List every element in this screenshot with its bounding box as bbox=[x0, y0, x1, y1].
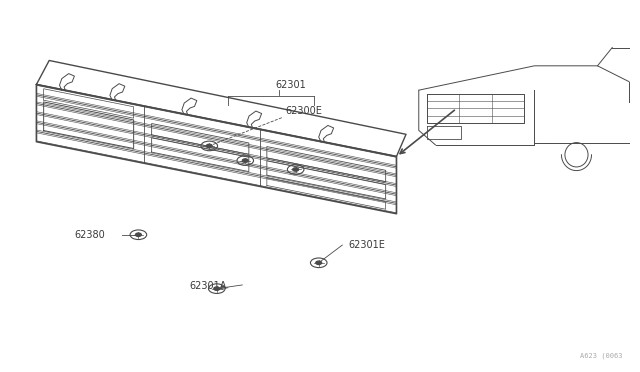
Circle shape bbox=[292, 168, 298, 171]
Text: A623 (0063: A623 (0063 bbox=[580, 352, 623, 359]
Text: 62380: 62380 bbox=[75, 230, 106, 240]
Text: 62301E: 62301E bbox=[349, 240, 385, 250]
Circle shape bbox=[214, 287, 220, 290]
Circle shape bbox=[136, 233, 141, 237]
Circle shape bbox=[243, 159, 248, 162]
Text: 62300E: 62300E bbox=[285, 106, 322, 116]
Text: 62301: 62301 bbox=[275, 80, 306, 90]
Text: 62301A: 62301A bbox=[189, 281, 227, 291]
Circle shape bbox=[316, 261, 322, 264]
Circle shape bbox=[206, 144, 212, 148]
